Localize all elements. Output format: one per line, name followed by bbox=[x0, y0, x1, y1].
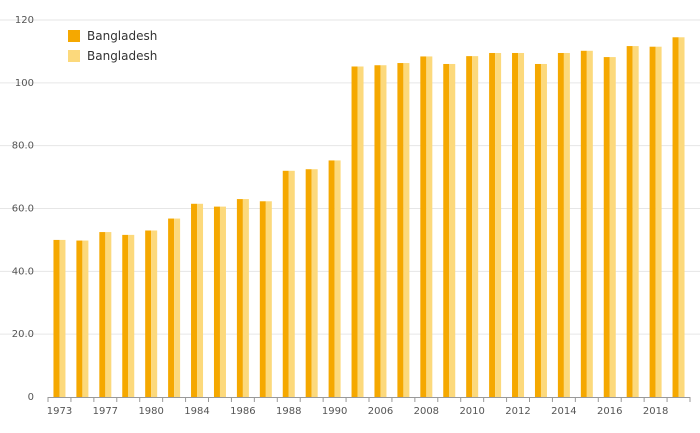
bar-series-1-1985[interactable] bbox=[213, 206, 220, 397]
bar-series-1-2009[interactable] bbox=[443, 63, 450, 397]
bar-series-1-2014[interactable] bbox=[557, 52, 564, 398]
x-tick-label: 1986 bbox=[230, 406, 255, 417]
x-tick-label: 1977 bbox=[93, 406, 118, 417]
x-tick-label: 1980 bbox=[138, 406, 163, 417]
bar-series-2-1975[interactable] bbox=[82, 240, 89, 397]
bar-series-1-2017[interactable] bbox=[626, 46, 633, 397]
bar-series-2-2009[interactable] bbox=[449, 63, 456, 397]
bar-series-1-2011[interactable] bbox=[489, 52, 496, 398]
y-tick-label: 0 bbox=[28, 392, 34, 403]
x-tick-label: 2016 bbox=[597, 406, 622, 417]
bar-series-1-2019[interactable] bbox=[672, 37, 679, 397]
x-tick-label: 2006 bbox=[368, 406, 393, 417]
legend: Bangladesh Bangladesh bbox=[68, 26, 157, 66]
legend-item-series-2[interactable]: Bangladesh bbox=[68, 46, 157, 66]
legend-swatch-series-2 bbox=[68, 50, 80, 62]
y-tick-label: 80.0 bbox=[12, 141, 34, 152]
bar-series-1-1980[interactable] bbox=[145, 230, 152, 397]
bar-series-2-1980[interactable] bbox=[151, 230, 158, 397]
bar-series-2-1982[interactable] bbox=[174, 218, 181, 397]
bar-series-1-2008[interactable] bbox=[420, 56, 427, 398]
bar-series-2-1987[interactable] bbox=[265, 201, 272, 397]
bar-series-2-2014[interactable] bbox=[563, 52, 570, 398]
x-tick-label: 1990 bbox=[322, 406, 347, 417]
bar-series-1-1973[interactable] bbox=[53, 239, 60, 397]
bar-series-1-1990[interactable] bbox=[328, 160, 335, 397]
bar-series-1-1977[interactable] bbox=[99, 232, 106, 397]
bar-series-1-1975[interactable] bbox=[76, 240, 83, 397]
bar-series-2-2008[interactable] bbox=[426, 56, 433, 398]
y-tick-label: 120 bbox=[15, 15, 34, 26]
bar-series-2-1989[interactable] bbox=[311, 169, 318, 397]
legend-item-series-1[interactable]: Bangladesh bbox=[68, 26, 157, 46]
legend-label-series-1: Bangladesh bbox=[87, 29, 158, 43]
bar-series-2-1988[interactable] bbox=[288, 170, 295, 397]
bar-series-2-2019[interactable] bbox=[678, 37, 685, 397]
bar-series-1-1984[interactable] bbox=[191, 203, 198, 397]
bar-series-1-2010[interactable] bbox=[466, 56, 473, 398]
bar-series-1-2015[interactable] bbox=[580, 50, 587, 398]
bar-series-2-1979[interactable] bbox=[128, 234, 135, 397]
bar-series-1-1982[interactable] bbox=[168, 218, 175, 397]
bar-series-1-1987[interactable] bbox=[259, 201, 266, 397]
bar-series-2-2005[interactable] bbox=[357, 66, 364, 397]
bar-series-2-1973[interactable] bbox=[59, 239, 66, 397]
bar-series-2-2012[interactable] bbox=[518, 52, 525, 398]
bars bbox=[53, 37, 685, 398]
bar-series-2-1990[interactable] bbox=[334, 160, 341, 397]
bar-series-1-2007[interactable] bbox=[397, 63, 404, 397]
x-tick-label: 2018 bbox=[643, 406, 668, 417]
x-tick-label: 2012 bbox=[505, 406, 530, 417]
bar-series-2-2013[interactable] bbox=[540, 63, 547, 397]
y-axis-ticks: 0 20.0 40.0 60.0 80.0 100 120 bbox=[12, 15, 34, 403]
x-tick-label: 2010 bbox=[459, 406, 484, 417]
x-tick-label: 1973 bbox=[47, 406, 72, 417]
y-tick-label: 60.0 bbox=[12, 204, 34, 215]
bar-series-1-1988[interactable] bbox=[282, 170, 289, 397]
x-tick-label: 1984 bbox=[184, 406, 209, 417]
bar-series-1-1989[interactable] bbox=[305, 169, 312, 397]
x-axis bbox=[47, 397, 691, 402]
bar-series-2-2015[interactable] bbox=[586, 50, 593, 398]
bar-series-2-2006[interactable] bbox=[380, 65, 387, 398]
bar-series-2-1977[interactable] bbox=[105, 232, 112, 397]
x-tick-label: 2014 bbox=[551, 406, 576, 417]
bar-series-2-1986[interactable] bbox=[242, 199, 249, 397]
legend-label-series-2: Bangladesh bbox=[87, 49, 158, 63]
bar-series-2-1985[interactable] bbox=[219, 206, 226, 397]
bar-series-1-2005[interactable] bbox=[351, 66, 358, 397]
bar-series-2-2017[interactable] bbox=[632, 46, 639, 397]
x-tick-label: 2008 bbox=[414, 406, 439, 417]
bar-series-1-2012[interactable] bbox=[512, 52, 519, 398]
bar-series-2-2011[interactable] bbox=[495, 52, 502, 398]
bar-series-2-1984[interactable] bbox=[197, 203, 204, 397]
bar-series-1-2018[interactable] bbox=[649, 46, 656, 398]
y-tick-label: 40.0 bbox=[12, 266, 34, 277]
bar-series-2-2018[interactable] bbox=[655, 46, 662, 398]
y-tick-label: 20.0 bbox=[12, 329, 34, 340]
legend-swatch-series-1 bbox=[68, 30, 80, 42]
bar-series-2-2010[interactable] bbox=[472, 56, 479, 398]
x-axis-ticks: 1973 1977 1980 1984 1986 1988 1990 2006 2008 2010… bbox=[47, 406, 669, 417]
x-tick-label: 1988 bbox=[276, 406, 301, 417]
bar-series-1-2013[interactable] bbox=[534, 63, 541, 397]
bar-series-1-2006[interactable] bbox=[374, 65, 381, 398]
y-tick-label: 100 bbox=[15, 78, 34, 89]
bar-series-2-2016[interactable] bbox=[609, 57, 616, 398]
bar-series-1-1986[interactable] bbox=[236, 199, 243, 397]
bar-series-1-1979[interactable] bbox=[122, 234, 129, 397]
bar-series-1-2016[interactable] bbox=[603, 57, 610, 398]
bar-series-2-2007[interactable] bbox=[403, 63, 410, 397]
